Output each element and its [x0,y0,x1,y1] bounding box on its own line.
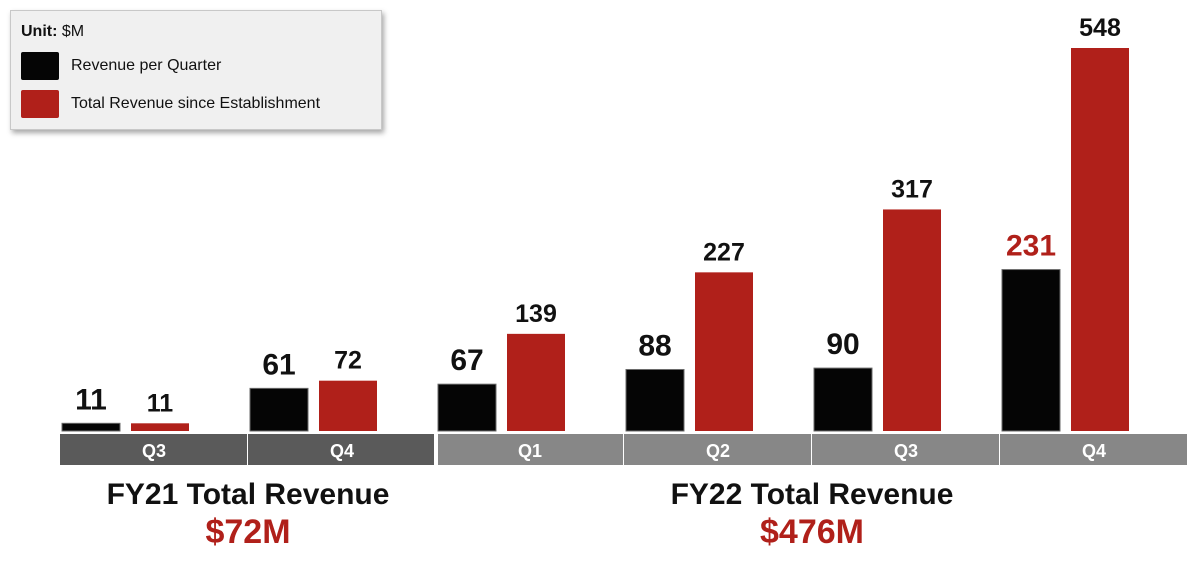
legend-item-cumulative: Total Revenue since Establishment [21,89,371,119]
legend: Unit: $M Revenue per Quarter Total Reven… [10,10,382,130]
fy22-total: $476M [760,513,864,551]
label-quarterly-6: 231 [1006,230,1056,263]
axis-band-2 [248,434,435,465]
axis-band-5 [812,434,999,465]
x-tick-label: Q4 [1082,441,1106,461]
bars-group [61,48,1129,432]
fy21-summary: FY21 Total Revenue $72M [60,478,436,552]
bar-cumulative-6 [1071,48,1129,431]
bar-cumulative-3 [507,333,565,431]
label-quarterly-3: 67 [450,344,483,377]
bar-quarterly-3 [437,383,497,432]
fy21-total: $72M [205,513,291,551]
axis-band-4 [624,434,811,465]
x-tick-label: Q3 [142,441,166,461]
fy21-title: FY21 Total Revenue [106,478,390,511]
axis-band-3 [436,434,623,465]
legend-label-cumulative: Total Revenue since Establishment [71,95,321,112]
label-quarterly-1: 11 [75,383,107,416]
label-cumulative-5: 317 [891,175,933,203]
fy-separator [434,434,438,465]
legend-unit: Unit: $M [21,23,371,41]
label-cumulative-1: 11 [147,389,174,417]
label-quarterly-5: 90 [826,328,859,361]
bar-quarterly-6 [1001,269,1061,432]
legend-unit-label: Unit: [21,23,58,40]
x-tick-label: Q3 [894,441,918,461]
legend-swatch-red [21,90,59,118]
bar-cumulative-5 [883,209,941,431]
label-cumulative-4: 227 [703,238,745,266]
fy22-summary: FY22 Total Revenue $476M [436,478,1188,552]
bar-cumulative-1 [131,423,189,431]
bar-cumulative-2 [319,380,377,431]
bar-quarterly-4 [625,368,685,432]
bar-quarterly-2 [249,387,309,432]
legend-swatch-black [21,52,59,80]
x-tick-label: Q4 [330,441,354,461]
bar-quarterly-5 [813,367,873,432]
bar-quarterly-1 [61,422,121,432]
data-labels-group: 11 61 67 88 90 231 11 72 139 227 317 548 [75,14,1121,417]
quarter-axis-bands: Q3 Q4 Q1 Q2 Q3 Q4 [60,434,1187,465]
x-tick-label: Q1 [518,441,542,461]
x-tick-label: Q2 [706,441,730,461]
label-cumulative-2: 72 [334,347,362,375]
axis-band-1 [60,434,247,465]
axis-band-6 [1000,434,1187,465]
fy22-title: FY22 Total Revenue [670,478,954,511]
legend-label-quarterly: Revenue per Quarter [71,57,222,74]
label-quarterly-4: 88 [638,329,671,362]
label-quarterly-2: 61 [262,348,295,381]
label-cumulative-3: 139 [515,300,557,328]
legend-item-quarterly: Revenue per Quarter [21,51,371,81]
bar-cumulative-4 [695,272,753,431]
label-cumulative-6: 548 [1079,14,1121,42]
legend-unit-value: $M [61,23,85,40]
